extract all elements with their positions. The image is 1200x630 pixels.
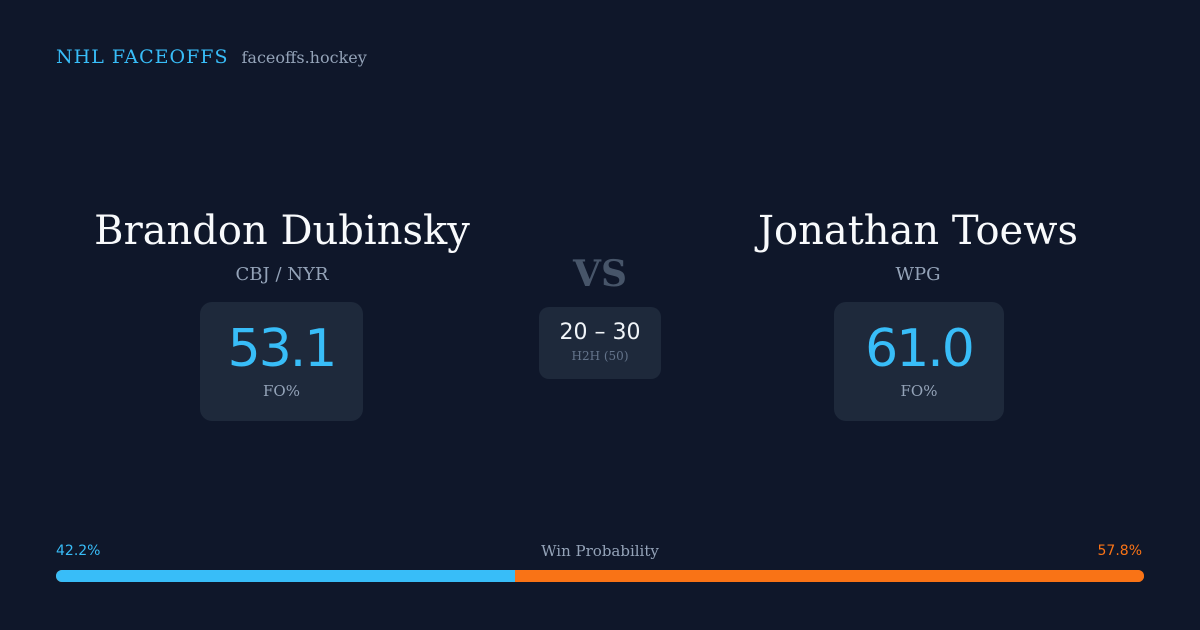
brand-url: faceoffs.hockey [241,48,367,67]
versus-label: VS [573,253,627,295]
head-to-head-label: H2H (50) [571,349,629,363]
brand-header: NHL FACEOFFS faceoffs.hockey [56,46,367,68]
head-to-head-score: 20 – 30 [559,320,641,345]
win-probability-title: Win Probability [541,542,659,560]
player-two-fo-value: 61.0 [865,319,975,379]
win-probability-left-value: 42.2% [56,543,101,559]
player-two-name: Jonathan Toews [758,208,1078,254]
win-probability-left-fill [56,570,516,582]
player-two-fo-label: FO% [900,382,938,400]
brand-title: NHL FACEOFFS [56,46,229,68]
player-one-fo-value: 53.1 [227,319,338,379]
player-one-team: CBJ / NYR [235,264,329,285]
player-one: Brandon Dubinsky CBJ / NYR [32,205,532,287]
win-probability-right-value: 57.8% [1097,543,1142,559]
player-one-fo-card: 53.1 FO% [200,302,363,421]
player-two-fo-card: 61.0 FO% [834,302,1004,421]
player-two-team: WPG [895,264,941,285]
player-one-fo-label: FO% [263,382,300,400]
win-probability-bar [56,570,1144,582]
win-probability-right-fill [515,570,1144,582]
player-one-name: Brandon Dubinsky [94,208,470,254]
head-to-head-card: 20 – 30 H2H (50) [539,307,661,379]
player-two: Jonathan Toews WPG [668,205,1168,287]
